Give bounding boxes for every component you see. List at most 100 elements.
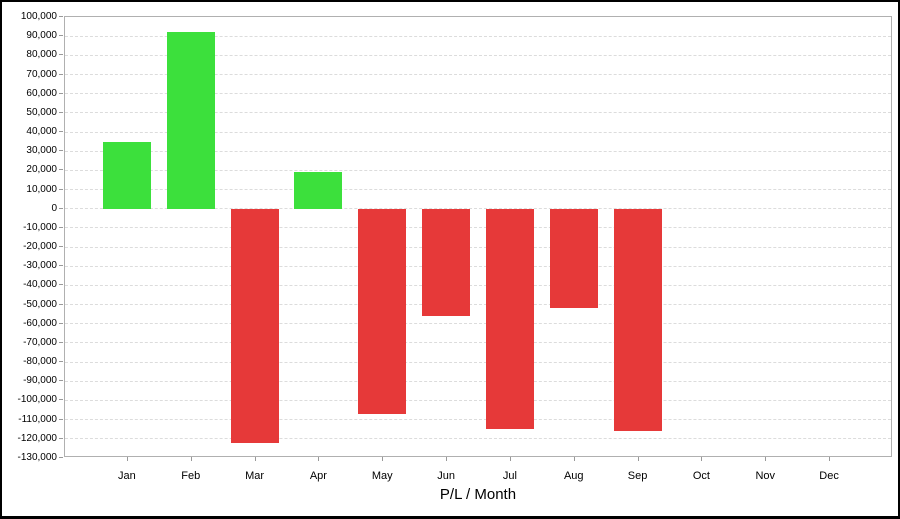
y-axis-tick-label: 90,000	[26, 30, 57, 42]
gridline	[65, 323, 891, 325]
y-axis-tick	[59, 73, 63, 75]
y-axis-tick-label: -50,000	[23, 298, 57, 310]
y-axis-tick	[59, 457, 63, 458]
y-axis-tick	[59, 341, 63, 343]
y-axis-tick-label: -120,000	[17, 432, 57, 444]
x-axis-tick	[637, 457, 639, 461]
y-axis-tick-label: -110,000	[18, 413, 57, 425]
y-axis-tick	[59, 226, 63, 228]
bar-feb	[166, 32, 215, 209]
y-axis-tick-label: 0	[51, 202, 57, 214]
bar-jan	[102, 141, 151, 209]
y-axis-tick	[59, 303, 63, 305]
gridline	[65, 399, 891, 401]
y-axis-tick-label: 10,000	[26, 183, 57, 195]
y-axis-tick	[59, 399, 63, 401]
x-axis-tick	[318, 457, 320, 461]
y-axis-tick	[59, 169, 63, 171]
y-axis-tick-label: -30,000	[23, 260, 57, 272]
gridline	[65, 361, 891, 363]
x-axis-label-jul: Jul	[502, 470, 517, 482]
gridline	[65, 189, 891, 191]
x-axis-label-dec: Dec	[819, 470, 839, 482]
x-axis-tick	[829, 457, 831, 461]
y-axis-tick	[59, 361, 63, 363]
y-axis-tick-label: -20,000	[23, 241, 57, 253]
bar-aug	[549, 208, 598, 309]
x-axis-tick	[573, 457, 575, 461]
bar-jun	[422, 208, 471, 317]
y-axis-tick-label: 40,000	[26, 126, 57, 138]
bar-sep	[613, 208, 662, 432]
x-axis-title: P/L / Month	[439, 486, 517, 503]
y-axis-tick	[59, 111, 63, 113]
bar-may	[358, 208, 407, 414]
y-axis-tick	[59, 265, 63, 267]
gridline	[65, 54, 891, 56]
x-axis-tick	[446, 457, 448, 461]
gridline	[65, 208, 891, 210]
x-axis-tick	[190, 457, 192, 461]
gridline	[65, 265, 891, 267]
y-axis-tick	[59, 92, 63, 94]
y-axis-tick-label: -60,000	[23, 317, 57, 329]
gridline	[65, 169, 891, 171]
gridline	[65, 227, 891, 229]
gridline	[65, 304, 891, 306]
y-axis-tick-label: -40,000	[23, 279, 57, 291]
plot-area	[64, 16, 892, 457]
y-axis-tick	[59, 16, 63, 17]
y-axis-tick	[59, 54, 63, 56]
y-axis-tick-label: -70,000	[23, 336, 57, 348]
y-axis-tick-label: -80,000	[23, 356, 57, 368]
y-axis-tick	[59, 418, 63, 420]
y-axis-tick	[59, 284, 63, 286]
x-axis-tick	[254, 457, 256, 461]
x-axis-label-apr: Apr	[309, 470, 327, 482]
y-axis-tick-label: 60,000	[26, 87, 57, 99]
gridline	[65, 35, 891, 37]
x-axis-label-jan: Jan	[118, 470, 136, 482]
x-axis-label-mar: Mar	[245, 470, 265, 482]
y-axis-tick	[59, 437, 63, 439]
y-axis-tick-label: 100,000	[20, 11, 57, 22]
x-axis-label-sep: Sep	[627, 470, 648, 482]
y-axis-tick-label: 30,000	[26, 145, 57, 157]
y-axis-tick	[59, 246, 63, 248]
gridline	[65, 112, 891, 114]
x-axis-label-oct: Oct	[692, 470, 710, 482]
x-axis-label-nov: Nov	[755, 470, 776, 482]
bar-jul	[485, 208, 534, 430]
gridline	[65, 438, 891, 440]
y-axis-tick	[59, 35, 63, 37]
x-axis-label-jun: Jun	[437, 470, 455, 482]
y-axis-tick-label: -10,000	[23, 221, 57, 233]
gridline	[65, 419, 891, 421]
bar-mar	[230, 208, 279, 443]
gridline	[65, 246, 891, 248]
y-axis-tick-label: 20,000	[26, 164, 57, 176]
gridline	[65, 74, 891, 76]
gridline	[65, 342, 891, 344]
y-axis-tick	[59, 188, 63, 190]
x-axis-tick	[382, 457, 384, 461]
y-axis-tick	[59, 380, 63, 382]
y-axis-tick	[59, 150, 63, 152]
gridline	[65, 93, 891, 95]
x-axis-label-feb: Feb	[181, 470, 201, 482]
x-axis-tick	[701, 457, 703, 461]
y-axis-tick-label: 70,000	[26, 68, 57, 80]
y-axis-tick-label: -130,000	[17, 452, 57, 463]
gridline	[65, 284, 891, 286]
x-axis-label-aug: Aug	[563, 470, 584, 482]
y-axis-tick	[59, 131, 63, 133]
gridline	[65, 380, 891, 382]
y-axis-tick	[59, 322, 63, 324]
y-axis-tick-label: -90,000	[23, 375, 57, 387]
bar-apr	[294, 172, 343, 209]
x-axis-tick	[765, 457, 767, 461]
y-axis-tick-label: 50,000	[26, 106, 57, 118]
y-axis-tick-label: 80,000	[26, 49, 57, 61]
y-axis-tick	[59, 207, 63, 209]
